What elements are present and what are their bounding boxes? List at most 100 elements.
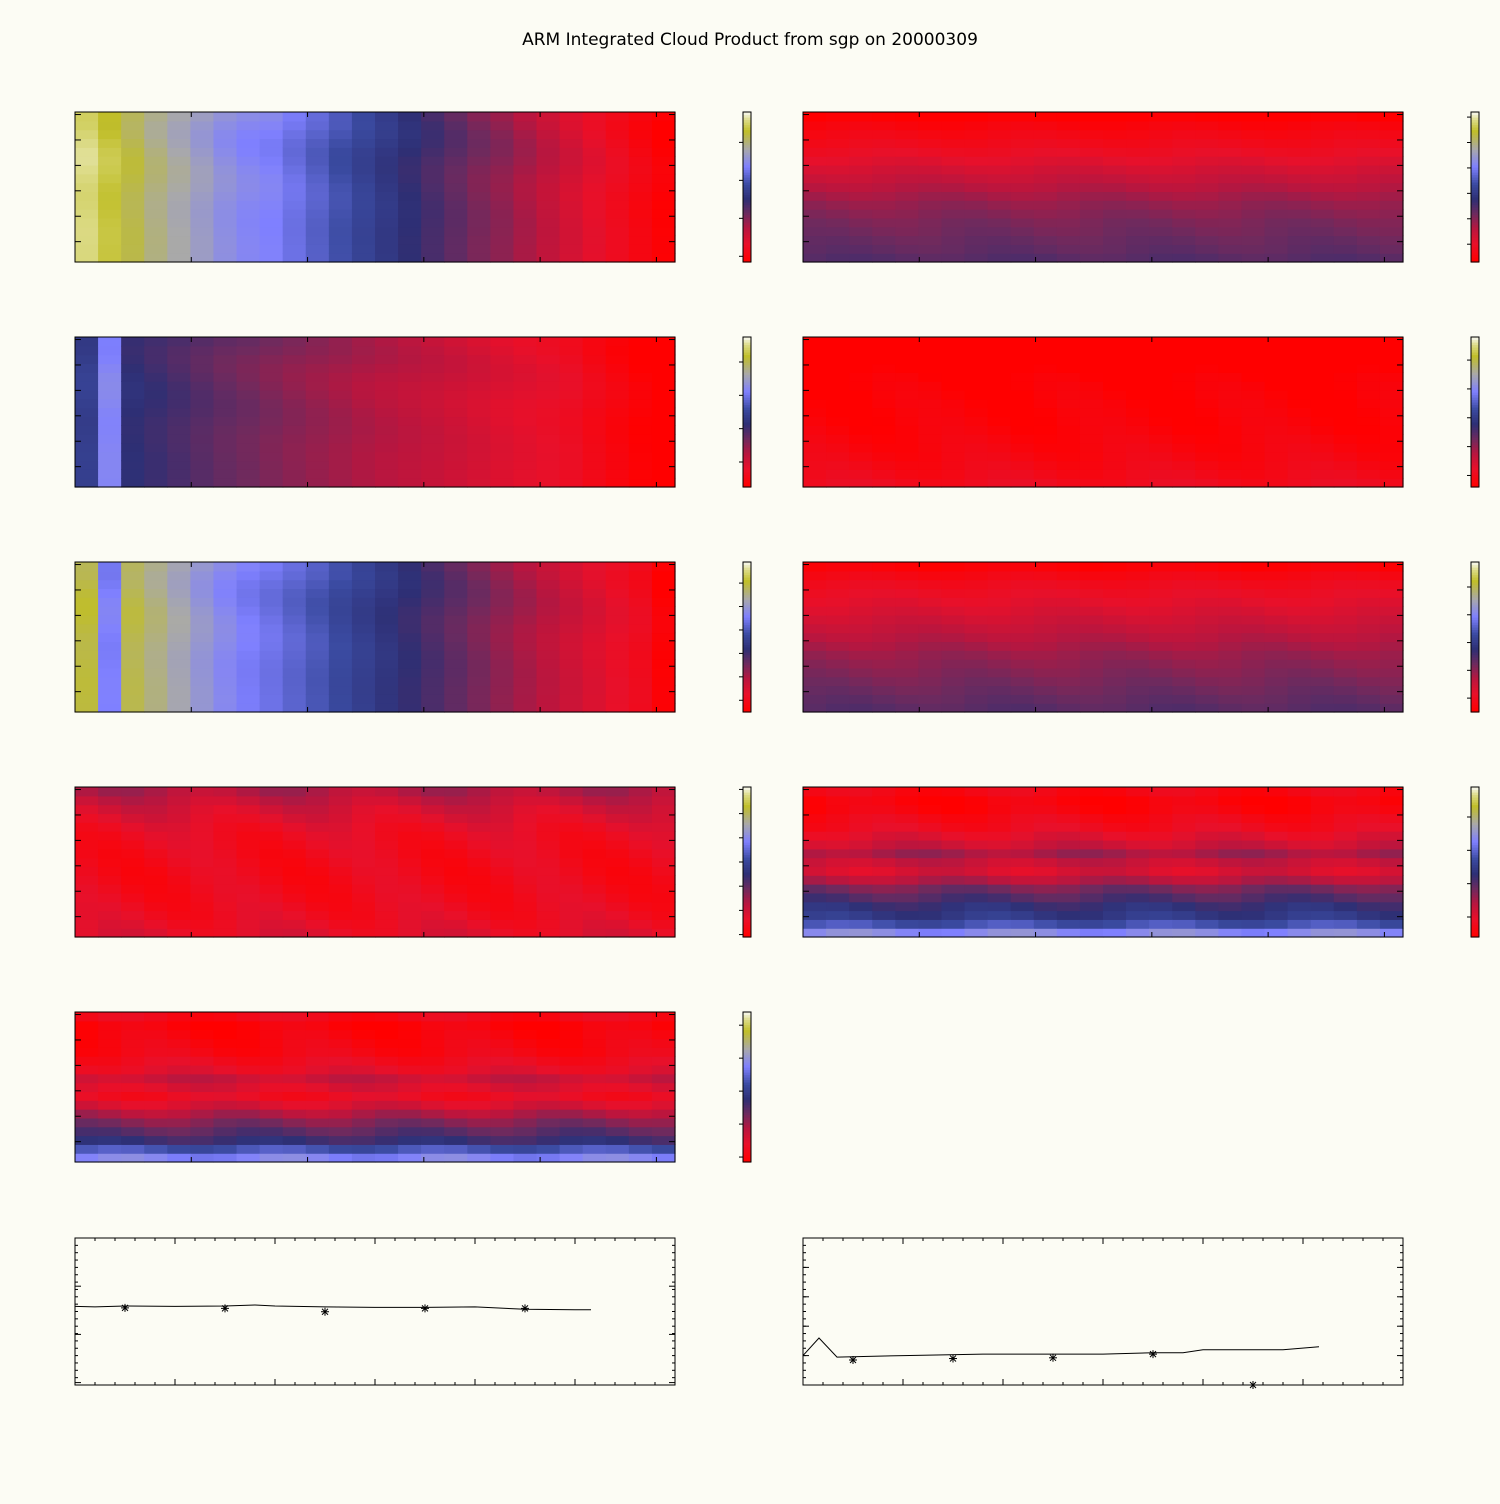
heatmap-cell [98,928,122,937]
heatmap-cell [75,236,99,245]
heatmap-cell [352,337,376,346]
heatmap-cell [352,1144,376,1153]
heatmap-cell [237,1074,261,1083]
heatmap-cell [1241,928,1265,937]
heatmap-cell [606,686,630,695]
heatmap-cell [1218,469,1242,478]
heatmap-cell [444,1136,468,1145]
heatmap-cell [965,165,989,174]
heatmap-cell [352,130,376,139]
heatmap-cell [988,408,1012,417]
heatmap-cell [1265,218,1289,227]
heatmap-cell [306,866,330,875]
heatmap-cell [988,805,1012,814]
heatmap-cell [283,165,307,174]
heatmap-cell [1103,615,1127,624]
heatmap-cell [1011,337,1035,346]
heatmap-cell [513,694,537,703]
heatmap-cell [260,1074,284,1083]
heatmap-cell [849,390,873,399]
heatmap-cell [652,822,676,831]
heatmap-cell [652,805,676,814]
heatmap-cell [329,443,353,452]
heatmap-cell [629,1136,653,1145]
heatmap-cell [1241,884,1265,893]
heatmap-cell [513,1083,537,1092]
heatmap-cell [1357,686,1381,695]
heatmap-cell [329,668,353,677]
heatmap-cell [190,641,214,650]
heatmap-cell [306,363,330,372]
heatmap-cell [988,156,1012,165]
heatmap-cell [1357,236,1381,245]
heatmap-cell [1380,580,1404,589]
heatmap-cell [965,571,989,580]
heatmap-cell [75,571,99,580]
heatmap-cell [803,668,827,677]
heatmap-cell [167,399,191,408]
heatmap-cell [895,641,919,650]
heatmap-cell [352,840,376,849]
heatmap-cell [1288,805,1312,814]
heatmap-cell [1103,911,1127,920]
heatmap-cell [1311,112,1335,121]
heatmap-cell [213,615,237,624]
heatmap-cell [1057,130,1081,139]
heatmap-cell [490,425,514,434]
heatmap-cell [1103,902,1127,911]
heatmap-cell [1241,703,1265,712]
heatmap-cell [444,183,468,192]
heatmap-cell [583,1021,607,1030]
heatmap-cell [237,1118,261,1127]
heatmap-cell [965,875,989,884]
heatmap-cell [375,588,399,597]
heatmap-cell [213,244,237,253]
heatmap-cell [513,641,537,650]
heatmap-cell [849,813,873,822]
heatmap-cell [121,191,145,200]
heatmap-cell [398,1153,422,1162]
heatmap-cell [1195,677,1219,686]
heatmap-cell [583,1065,607,1074]
heatmap-cell [190,138,214,147]
heatmap-cell [1357,858,1381,867]
heatmap-cell [1288,469,1312,478]
heatmap-cell [872,147,896,156]
heatmap-cell [918,236,942,245]
heatmap-cell [306,478,330,487]
heatmap-cell [1195,121,1219,130]
heatmap-cell [213,633,237,642]
heatmap-cell [444,822,468,831]
heatmap-cell [444,165,468,174]
heatmap-cell [352,469,376,478]
heatmap-cell [260,390,284,399]
heatmap-cell [167,390,191,399]
heatmap-cell [167,1012,191,1021]
heatmap-cell [1241,209,1265,218]
heatmap-cell [1126,928,1150,937]
heatmap-cell [1057,253,1081,262]
heatmap-cell [144,253,168,262]
heatmap-cell [421,244,445,253]
heatmap-cell [375,253,399,262]
heatmap-cell [421,902,445,911]
heatmap-cell [467,346,491,355]
heatmap-cell [1126,633,1150,642]
heatmap-cell [398,478,422,487]
heatmap-cell [918,849,942,858]
heatmap-cell [398,1065,422,1074]
heatmap-cell [1311,668,1335,677]
heatmap-cell [895,191,919,200]
heatmap-cell [237,425,261,434]
heatmap-cell [1057,425,1081,434]
heatmap-cell [803,911,827,920]
heatmap-cell [352,928,376,937]
heatmap-cell [1057,346,1081,355]
heatmap-cell [421,928,445,937]
heatmap-cell [513,1065,537,1074]
heatmap-cell [1380,866,1404,875]
heatmap-cell [167,469,191,478]
heatmap-cell [849,112,873,121]
heatmap-cell [329,858,353,867]
heatmap-cell [560,408,584,417]
